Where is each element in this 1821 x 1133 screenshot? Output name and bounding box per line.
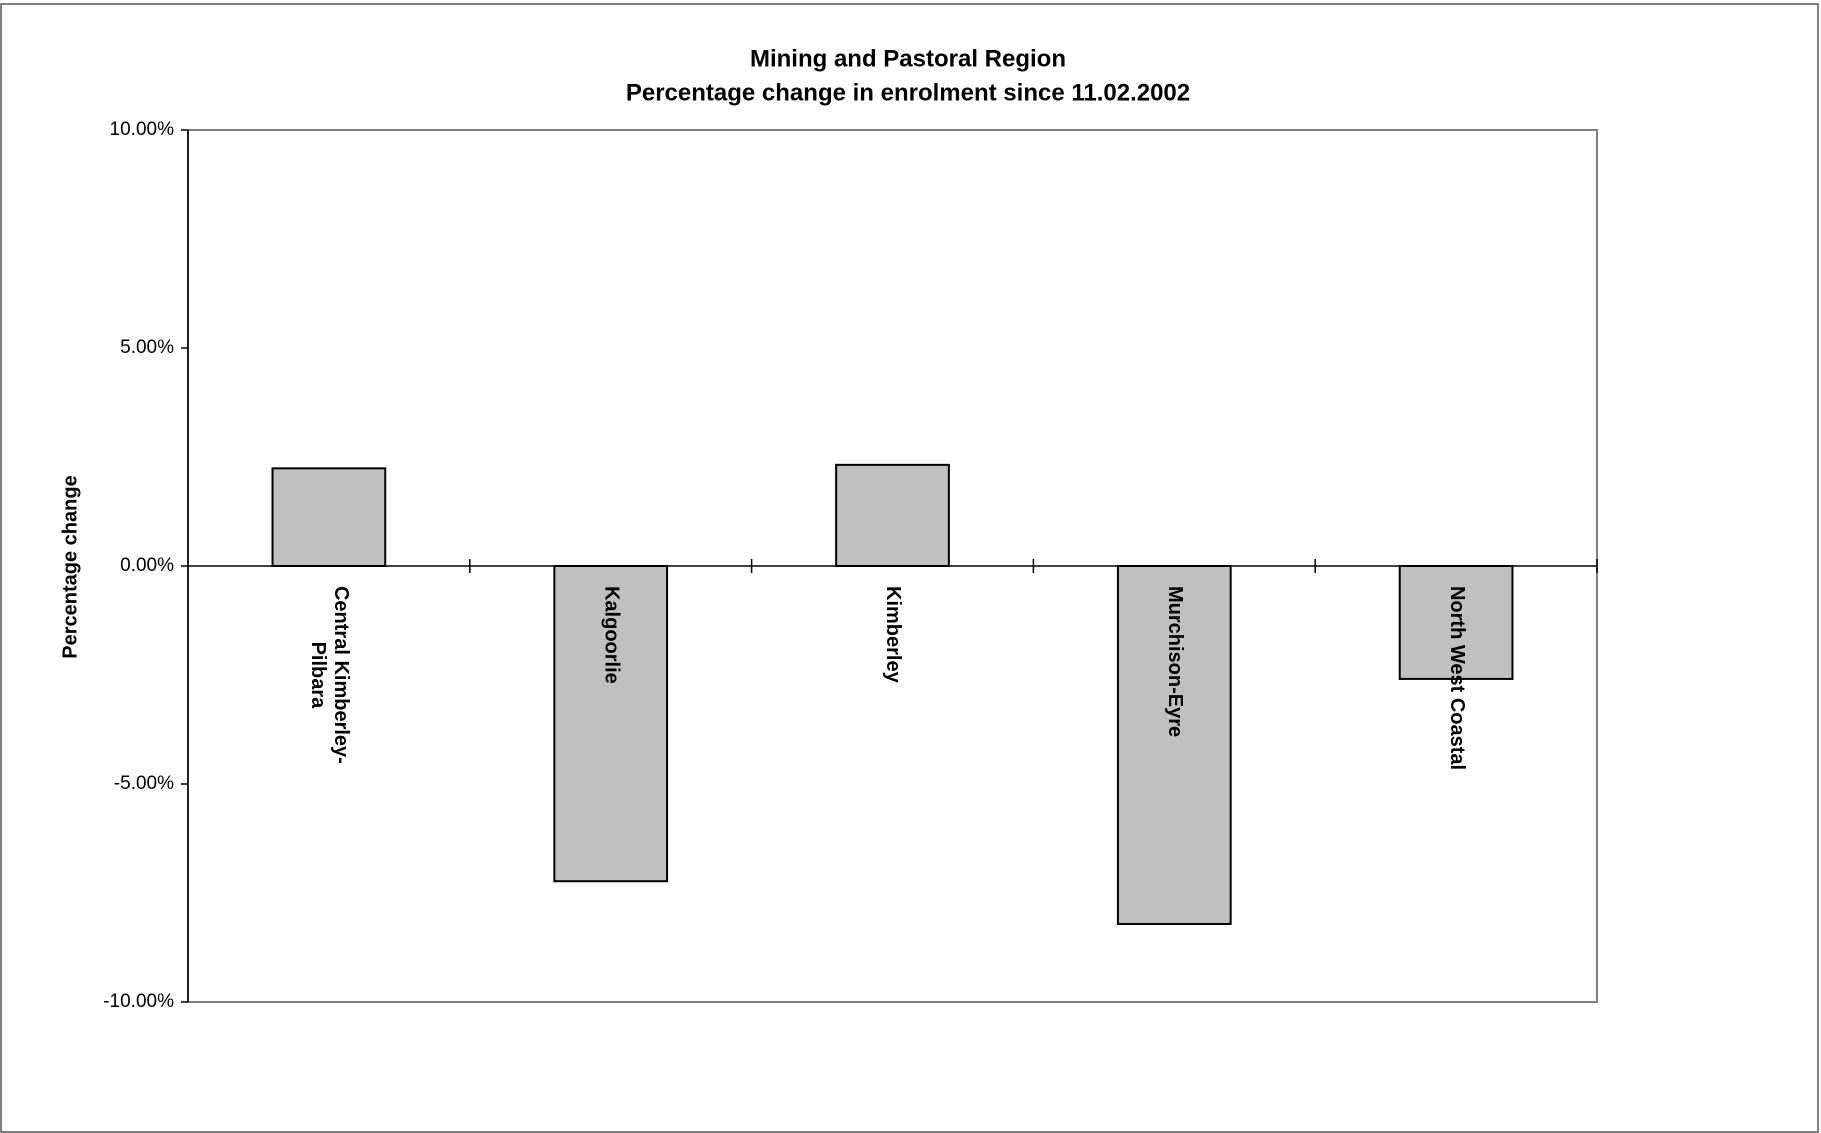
bar (1116, 565, 1232, 925)
bar (835, 463, 950, 567)
x-tick-label: Kalgoorlie (600, 586, 622, 684)
x-tick-label: Murchison-Eyre (1164, 586, 1186, 737)
y-tick-label: -10.00% (103, 991, 174, 1012)
bar (1398, 565, 1514, 680)
page-border (0, 3, 1819, 1133)
y-tick-label: 5.00% (120, 337, 174, 358)
x-tick-label: North West Coastal (1446, 586, 1468, 770)
x-tick-label: Central Kimberley-Pilbara (307, 586, 352, 764)
chart-subtitle: Percentage change in enrolment since 11.… (626, 79, 1190, 106)
bar (271, 467, 387, 567)
y-tick-label: -5.00% (114, 773, 174, 794)
chart-title: Mining and Pastoral Region (750, 45, 1066, 72)
y-tick-label: 0.00% (120, 555, 174, 576)
x-tick-label: Kimberley (882, 586, 904, 684)
y-axis-label: Percentage change (59, 475, 81, 658)
y-tick-label: 10.00% (110, 119, 175, 140)
